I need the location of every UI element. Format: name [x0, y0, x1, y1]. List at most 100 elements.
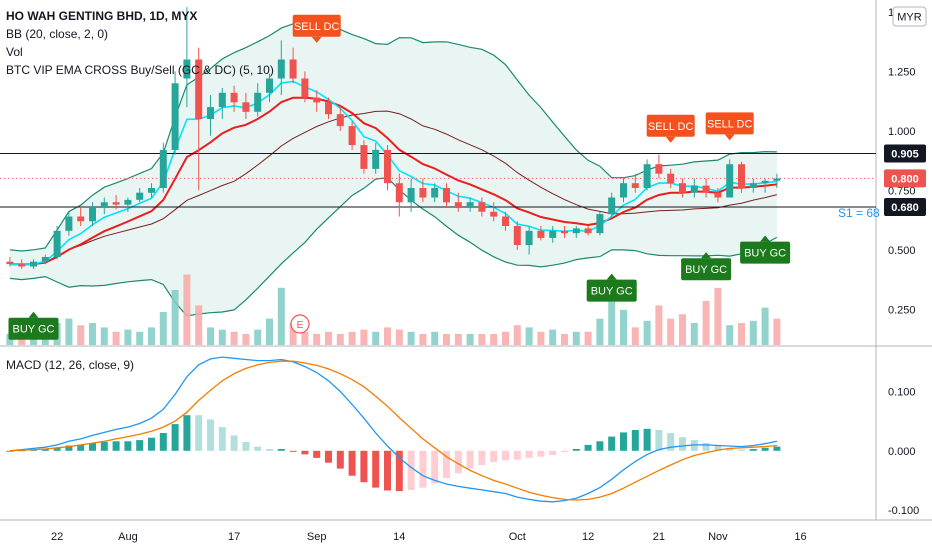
macd-panel[interactable]: [6, 356, 781, 503]
price-tag-box: [884, 198, 926, 216]
signal-box[interactable]: [646, 114, 695, 137]
volume-bar: [454, 334, 462, 345]
histogram-bar: [490, 450, 498, 463]
price-tag-label: 0.800: [891, 173, 919, 185]
candle-body: [584, 228, 592, 234]
histogram-bar: [266, 449, 273, 451]
histogram-bar: [53, 447, 61, 451]
volume-bar: [112, 331, 120, 345]
buy-signal-label[interactable]: BUY GC: [586, 273, 637, 302]
signal-text: BUY GC: [685, 264, 727, 276]
signal-box[interactable]: [740, 241, 791, 264]
histogram-bar: [136, 440, 144, 451]
support-label: S1: [838, 206, 853, 220]
volume-bar: [395, 329, 403, 345]
volume-bar: [301, 331, 309, 345]
currency-badge-box[interactable]: [892, 6, 927, 27]
volume-bar: [325, 331, 332, 345]
candle-body: [513, 226, 521, 245]
volume-bar: [667, 318, 675, 345]
volume-bar: [195, 305, 203, 345]
horizontal-levels: [0, 153, 876, 208]
candle-body: [549, 230, 557, 238]
volume-bar: [679, 314, 686, 345]
volume-bar: [631, 327, 639, 345]
volume-bar: [171, 290, 179, 345]
candle-body: [738, 164, 745, 188]
sell-signal-label[interactable]: SELL DC: [705, 112, 754, 141]
histogram-bar: [65, 445, 73, 451]
signal-pointer: [724, 134, 735, 141]
volume-bar: [313, 334, 321, 345]
candle-body: [289, 59, 297, 79]
signal-pointer: [701, 252, 712, 259]
time-axis[interactable]: 22 Aug 17 Sep 14 Oct 12 21 Nov 16: [51, 531, 807, 543]
histogram-bar: [301, 450, 309, 455]
signal-text: BUY GC: [13, 324, 55, 336]
indicator-macd[interactable]: MACD (12, 26, close, 9): [6, 358, 134, 372]
signal-box[interactable]: [8, 317, 59, 340]
histogram-bar: [112, 441, 120, 451]
candle-body: [620, 183, 627, 198]
histogram-bar: [336, 450, 344, 469]
volume-bar: [266, 318, 273, 345]
signal-box[interactable]: [681, 258, 732, 281]
volume-bar: [738, 323, 745, 345]
histogram-bar: [726, 448, 734, 451]
histogram-bar: [277, 449, 285, 451]
candle-body: [454, 202, 462, 207]
currency-badge[interactable]: MYR: [892, 6, 927, 27]
histogram-bar: [620, 432, 627, 451]
signal-text: BUY GC: [744, 248, 786, 260]
candle-body: [325, 102, 332, 115]
histogram-bar: [431, 450, 439, 484]
price-tick-label: 0.500: [888, 245, 916, 257]
signal-box[interactable]: [705, 112, 754, 135]
indicator-vol[interactable]: Vol: [6, 45, 23, 59]
macd-axis[interactable]: -0.100 0.000 0.100: [888, 387, 919, 518]
candle-body: [277, 59, 285, 79]
histogram-bar: [289, 450, 297, 452]
earnings-circle[interactable]: [290, 314, 310, 334]
volume-bar: [572, 331, 580, 345]
buy-signal-label[interactable]: BUY GC: [8, 311, 59, 340]
candle-body: [395, 183, 403, 203]
histogram-bar: [124, 441, 132, 451]
candle-body: [596, 214, 604, 234]
histogram-bar: [6, 450, 14, 452]
candle-body: [490, 211, 498, 217]
price-panel[interactable]: BUY GC SELL DC BUY GC SELL DC BUY GC SELL DC B…: [0, 7, 880, 345]
signal-labels: BUY GC SELL DC BUY GC SELL DC BUY GC SELL DC B…: [8, 14, 791, 340]
indicator-ema-cross[interactable]: BTC VIP EMA CROSS Buy/Sell (GC & DC) (5,…: [6, 63, 274, 77]
candle-body: [65, 216, 73, 231]
candle-body: [572, 228, 580, 234]
candle-body: [384, 149, 391, 184]
sell-signal-label[interactable]: SELL DC: [292, 14, 341, 43]
price-axis-tags: 0.905 0.680 0.800: [884, 144, 926, 216]
earnings-marker[interactable]: E: [290, 314, 310, 334]
indicator-bb[interactable]: BB (20, close, 2, 0): [6, 27, 108, 41]
histogram-bar: [77, 444, 85, 451]
signal-box[interactable]: [586, 279, 637, 302]
signal-pointer: [311, 36, 322, 43]
histogram-bar: [549, 450, 557, 455]
currency-label: MYR: [897, 12, 922, 24]
signal-pointer: [665, 136, 676, 143]
sell-signal-label[interactable]: SELL DC: [646, 114, 695, 143]
volume-bar: [183, 274, 191, 345]
candle-body: [443, 188, 450, 203]
price-tag-label: 0.680: [891, 202, 919, 214]
buy-signal-label[interactable]: BUY GC: [740, 235, 791, 264]
histogram-bar: [360, 450, 368, 483]
volume-bar: [18, 336, 26, 345]
bollinger-basis-line: [9, 110, 778, 266]
histogram-bar: [667, 433, 675, 451]
signal-box[interactable]: [292, 14, 341, 37]
histogram-bar: [454, 450, 462, 474]
volume-bar: [478, 334, 486, 345]
volume-bar: [65, 318, 73, 345]
buy-signal-label[interactable]: BUY GC: [681, 252, 732, 281]
candle-body: [89, 207, 96, 222]
candle-body: [77, 216, 85, 222]
